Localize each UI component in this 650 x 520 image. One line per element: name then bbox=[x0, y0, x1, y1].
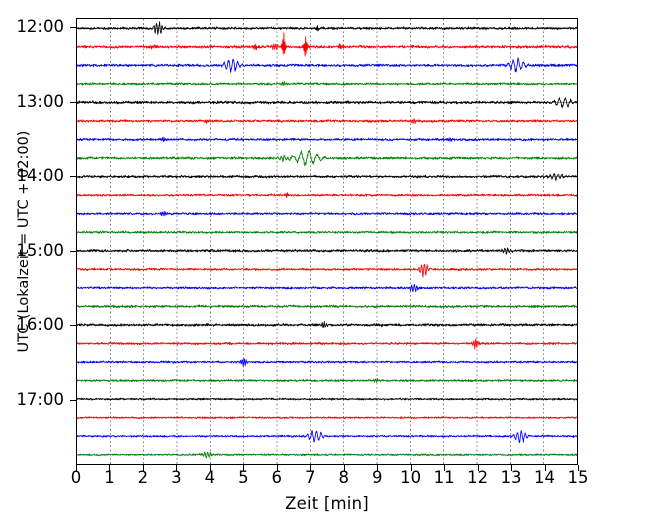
x-tick-label-7: 7 bbox=[305, 468, 316, 487]
x-tick-label-13: 13 bbox=[500, 468, 522, 487]
y-axis-title: UTC (Lokalzeit = UTC + 02:00) bbox=[16, 130, 32, 353]
x-tick-mark bbox=[544, 465, 546, 471]
x-tick-label-3: 3 bbox=[171, 468, 182, 487]
x-axis-tick-labels: 0 1 2 3 4 5 6 7 8 9 10 11 12 13 14 15 bbox=[71, 468, 589, 494]
x-tick-mark bbox=[243, 465, 245, 471]
y-tick-mark bbox=[70, 325, 76, 327]
y-tick-label-1600: 16:00 bbox=[16, 315, 64, 335]
y-tick-mark bbox=[70, 101, 76, 103]
x-tick-mark bbox=[109, 465, 111, 471]
x-tick-mark bbox=[377, 465, 379, 471]
y-tick-label-1700: 17:00 bbox=[16, 389, 64, 409]
y-tick-label-1200: 12:00 bbox=[16, 17, 64, 37]
x-tick-mark bbox=[76, 465, 77, 471]
x-tick-label-9: 9 bbox=[371, 468, 383, 487]
x-tick-label-2: 2 bbox=[137, 468, 149, 487]
y-tick-label-1500: 15:00 bbox=[16, 240, 64, 260]
x-tick-mark bbox=[176, 465, 178, 471]
x-tick-label-10: 10 bbox=[400, 468, 422, 487]
x-tick-mark bbox=[578, 465, 579, 471]
x-tick-label-1: 1 bbox=[104, 468, 115, 487]
x-tick-label-8: 8 bbox=[338, 468, 349, 487]
y-axis-tick-labels: 12:00 13:00 14:00 15:00 16:00 17:00 bbox=[0, 0, 64, 520]
x-tick-label-4: 4 bbox=[204, 468, 216, 487]
y-tick-mark bbox=[70, 176, 76, 178]
x-tick-label-14: 14 bbox=[534, 468, 556, 487]
x-tick-label-11: 11 bbox=[433, 468, 455, 487]
x-tick-mark bbox=[477, 465, 479, 471]
x-tick-mark bbox=[276, 465, 278, 471]
x-tick-mark bbox=[511, 465, 513, 471]
x-axis-title: Zeit [min] bbox=[285, 494, 369, 513]
x-tick-mark bbox=[410, 465, 412, 471]
x-tick-label-0: 0 bbox=[70, 468, 82, 487]
y-tick-mark bbox=[70, 250, 76, 252]
x-tick-mark bbox=[310, 465, 312, 471]
y-tick-mark bbox=[70, 27, 76, 29]
y-tick-label-1400: 14:00 bbox=[16, 166, 64, 186]
seismogram-traces bbox=[77, 21, 577, 459]
x-tick-label-5: 5 bbox=[238, 468, 249, 487]
x-tick-label-12: 12 bbox=[467, 468, 489, 487]
y-tick-label-1300: 13:00 bbox=[16, 91, 64, 111]
x-tick-label-6: 6 bbox=[271, 468, 283, 487]
plot-area bbox=[76, 18, 578, 465]
y-tick-mark bbox=[70, 399, 76, 401]
x-tick-mark bbox=[209, 465, 211, 471]
x-tick-mark bbox=[444, 465, 446, 471]
x-tick-label-15: 15 bbox=[567, 468, 589, 487]
x-tick-mark bbox=[142, 465, 144, 471]
x-tick-mark bbox=[343, 465, 345, 471]
